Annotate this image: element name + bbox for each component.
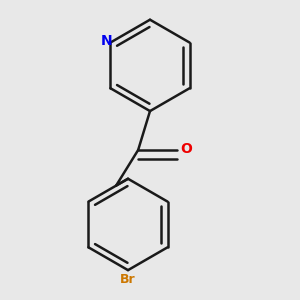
Text: N: N (100, 34, 112, 48)
Text: Br: Br (120, 273, 136, 286)
Text: O: O (181, 142, 193, 156)
